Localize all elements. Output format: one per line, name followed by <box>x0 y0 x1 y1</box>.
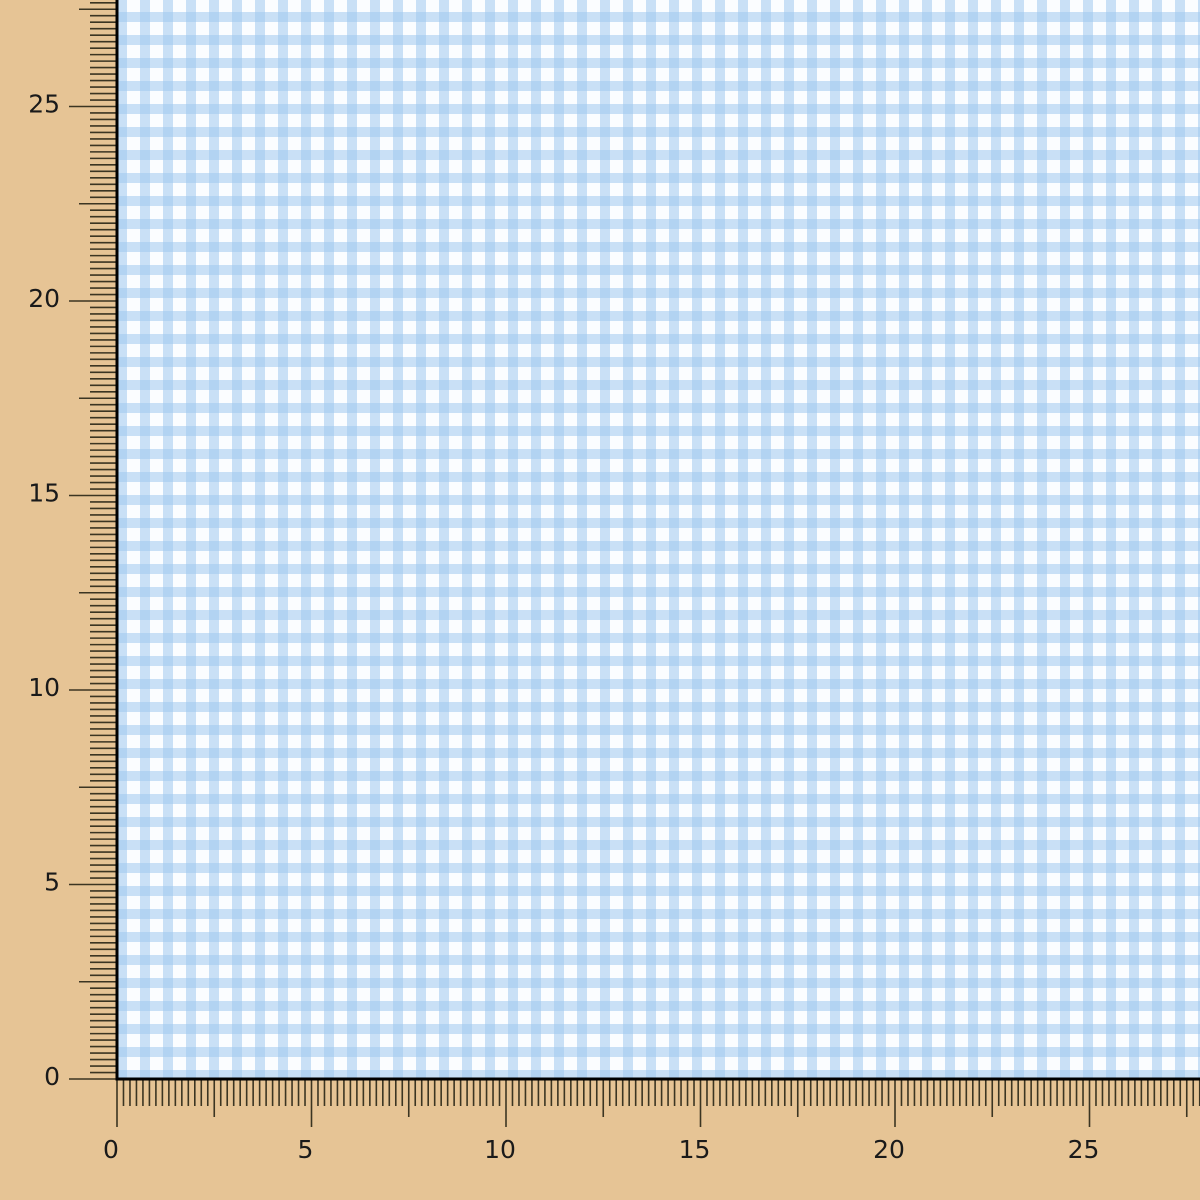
y-tick-label: 20 <box>28 284 60 313</box>
y-tick-label: 10 <box>28 673 60 702</box>
y-tick-label: 5 <box>44 868 60 897</box>
gingham-fabric-swatch <box>117 0 1200 1080</box>
x-tick-label: 5 <box>298 1135 314 1164</box>
y-tick-label: 15 <box>28 479 60 508</box>
x-tick-label: 10 <box>484 1135 516 1164</box>
y-tick-label: 25 <box>28 90 60 119</box>
x-tick-label: 20 <box>873 1135 905 1164</box>
y-tick-label: 0 <box>44 1062 60 1091</box>
x-tick-label: 25 <box>1068 1135 1100 1164</box>
x-tick-label: 0 <box>103 1135 119 1164</box>
x-tick-label: 15 <box>679 1135 711 1164</box>
